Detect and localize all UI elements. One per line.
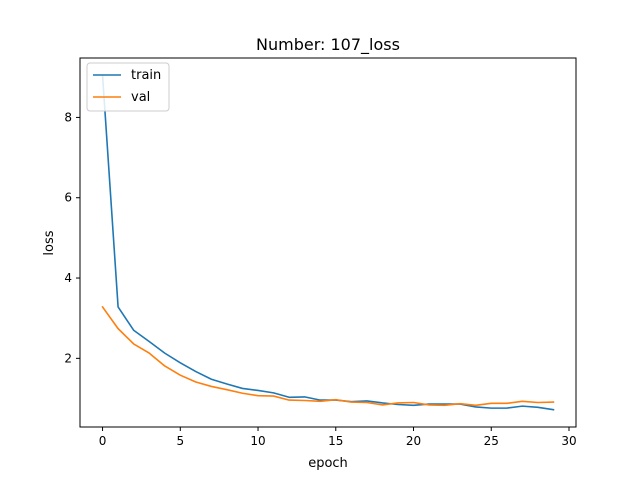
legend: train val (86, 62, 170, 112)
series-layer (101, 74, 555, 411)
y-tick-label: 8 (64, 110, 72, 124)
x-tick-label: 5 (176, 434, 184, 448)
axes-frame (79, 57, 577, 428)
x-axis: 0 5 10 15 20 25 30 (99, 427, 577, 448)
y-tick-label: 4 (64, 271, 72, 285)
x-tick-label: 15 (328, 434, 343, 448)
x-tick-label: 20 (406, 434, 421, 448)
series-line-val (101, 305, 555, 407)
y-tick-label: 6 (64, 191, 72, 205)
x-axis-label: epoch (308, 456, 348, 471)
x-tick-label: 0 (99, 434, 107, 448)
chart-title: Number: 107_loss (256, 35, 400, 55)
x-tick-label: 10 (250, 434, 265, 448)
y-axis: 2 4 6 8 (64, 110, 80, 365)
x-tick-label: 30 (561, 434, 576, 448)
y-tick-label: 2 (64, 351, 72, 365)
x-tick-label: 25 (484, 434, 499, 448)
legend-label-train: train (131, 68, 161, 83)
legend-label-val: val (131, 90, 150, 105)
y-axis-label: loss (42, 230, 57, 255)
